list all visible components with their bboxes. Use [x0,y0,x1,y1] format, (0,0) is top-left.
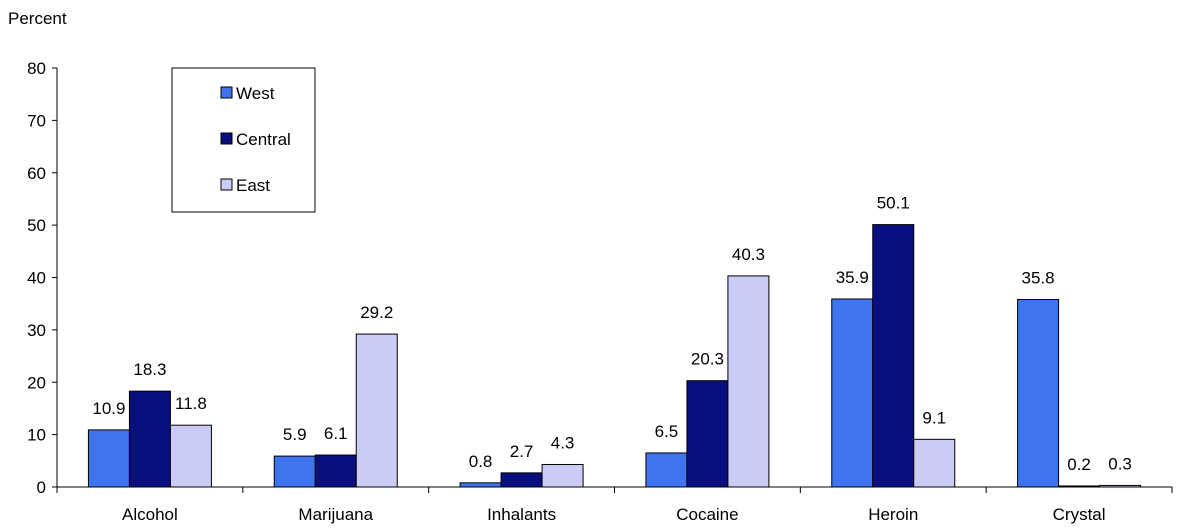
bar-west-heroin [831,298,874,488]
bar-central-marijuana [314,454,357,488]
data-label: 0.3 [1108,454,1132,473]
legend-swatch-central [220,132,233,145]
data-label: 5.9 [283,425,307,444]
legend-label-east: East [236,176,270,195]
y-tick-label: 70 [27,111,46,130]
y-tick-label: 10 [27,426,46,445]
data-label: 18.3 [133,360,166,379]
bar-east-alcohol [169,424,212,488]
data-label: 20.3 [691,350,724,369]
bar-central-cocaine [686,380,729,488]
bar-central-heroin [872,224,915,488]
data-label: 29.2 [360,303,393,322]
x-tick-label: Cocaine [676,505,738,524]
x-tick-label: Crystal [1053,505,1106,524]
bar-west-marijuana [273,455,316,488]
y-tick-label: 50 [27,216,46,235]
data-label: 35.8 [1022,268,1055,287]
bar-east-inhalants [541,463,584,488]
bar-central-alcohol [128,390,171,488]
x-tick-label: Inhalants [487,505,556,524]
x-tick-label: Heroin [868,505,918,524]
legend-label-central: Central [236,130,291,149]
bar-east-heroin [913,438,956,488]
bar-east-marijuana [355,333,398,488]
data-label: 50.1 [877,194,910,213]
y-tick-label: 80 [27,59,46,78]
data-label: 4.3 [551,433,575,452]
y-axis: 0 10 20 30 40 50 60 70 80 [27,59,58,497]
data-label: 6.5 [655,422,679,441]
bar-east-cocaine [727,275,770,488]
y-tick-label: 30 [27,321,46,340]
data-label: 35.9 [836,268,869,287]
data-label: 11.8 [175,394,207,413]
legend: West Central East [171,67,316,213]
bar-west-inhalants [459,482,502,488]
data-labels: 10.9 18.3 11.8 5.9 6.1 29.2 0.8 2.7 4.3 6.5 20.3 40… [92,194,1132,474]
bar-west-cocaine [645,452,688,488]
y-tick-label: 0 [37,478,46,497]
x-axis: Alcohol Marijuana Inhalants Cocaine Heroin Cr… [56,486,1173,524]
bars [87,224,1142,488]
x-tick-label: Alcohol [122,505,178,524]
bar-central-inhalants [500,472,543,488]
legend-box [171,67,316,213]
y-axis-title: Percent [8,9,67,28]
data-label: 2.7 [510,442,534,461]
y-tick-label: 20 [27,373,46,392]
y-tick-label: 60 [27,164,46,183]
bar-west-alcohol [87,429,130,488]
data-label: 10.9 [92,399,125,418]
data-label: 0.2 [1067,455,1091,474]
y-tick-label: 40 [27,269,46,288]
bar-west-crystal [1017,298,1060,488]
x-tick-label: Marijuana [298,505,373,524]
legend-swatch-west [220,86,233,99]
data-label: 40.3 [732,245,765,264]
data-label: 6.1 [324,424,348,443]
legend-swatch-east [220,178,233,191]
legend-label-west: West [236,84,275,103]
data-label: 9.1 [922,408,946,427]
data-label: 0.8 [469,452,493,471]
